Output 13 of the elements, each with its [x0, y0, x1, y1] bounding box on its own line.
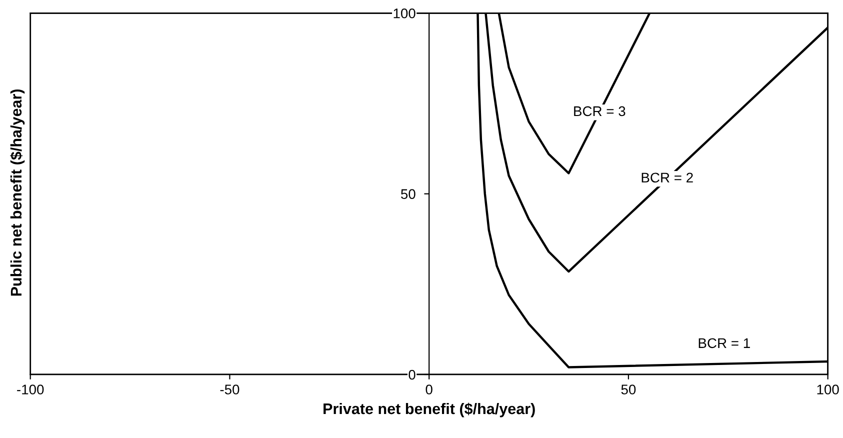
- x-tick-label: -100: [17, 384, 44, 394]
- x-axis-title: Private net benefit ($/ha/year): [324, 402, 535, 418]
- y-tick-label: 0: [408, 370, 416, 380]
- x-tick-label: -50: [220, 384, 240, 394]
- y-tick-label: 50: [401, 189, 416, 199]
- series-label: BCR = 2: [642, 172, 693, 183]
- y-axis-title: Public net benefit ($/ha/year): [10, 89, 25, 296]
- x-tick-label: 0: [426, 384, 432, 394]
- series-label: BCR = 3: [574, 106, 626, 116]
- series-label: BCR = 1: [698, 338, 750, 348]
- y-tick-label: 100: [394, 8, 416, 18]
- x-tick-label: 50: [621, 384, 636, 394]
- x-tick-label: 100: [817, 384, 839, 394]
